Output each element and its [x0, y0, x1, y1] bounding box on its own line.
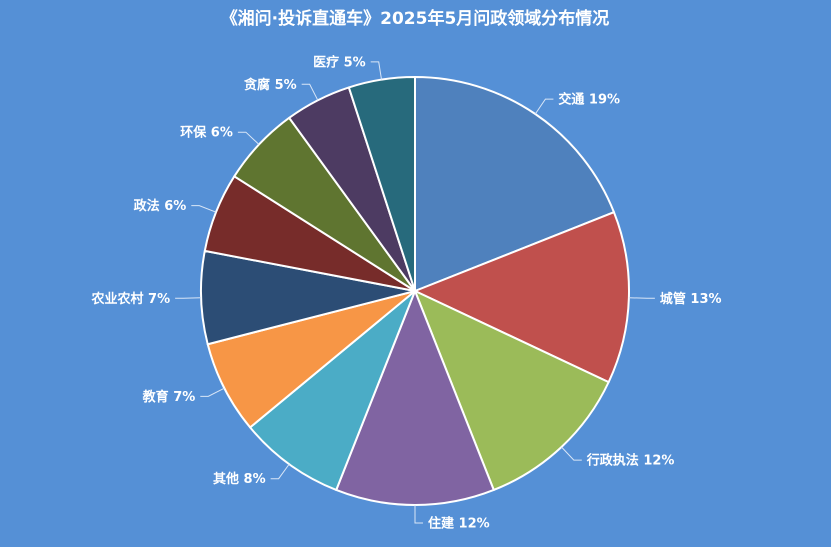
slice-label-8: 政法 6%	[134, 198, 187, 214]
leader-line-5	[270, 463, 290, 480]
slice-label-2: 城管 13%	[660, 291, 722, 307]
slice-label-1: 交通 19%	[558, 92, 620, 108]
leader-line-2	[628, 297, 655, 299]
leader-line-9	[237, 131, 260, 145]
slice-label-11: 医疗 5%	[313, 54, 366, 70]
slice-label-4: 住建 12%	[428, 516, 490, 532]
leader-line-7	[175, 297, 202, 299]
pie-slice-5	[249, 290, 416, 491]
pie-slice-4	[335, 290, 495, 506]
slice-label-3: 行政执法 12%	[586, 453, 675, 469]
leader-line-11	[370, 61, 383, 80]
leader-line-4	[414, 505, 423, 524]
pie-slice-11	[347, 76, 416, 292]
chart-title: 《湘问·投诉直通车》2025年5月问政领域分布情况	[221, 8, 610, 29]
slice-label-10: 贪腐 5%	[243, 77, 297, 93]
pie-slice-2	[414, 211, 630, 384]
leader-lines-layer	[175, 61, 655, 524]
slice-label-6: 教育 7%	[142, 389, 196, 405]
slice-label-7: 农业农村 7%	[91, 291, 171, 307]
slices-layer	[200, 76, 630, 506]
leader-line-3	[561, 446, 582, 461]
slice-label-9: 环保 6%	[180, 125, 233, 141]
labels-layer: 交通 19% 城管 13% 行政执法 12% 住建 12% 其他 8% 教育 7% 农业农村…	[91, 54, 722, 531]
leader-line-6	[200, 387, 225, 397]
slice-label-5: 其他 8%	[213, 471, 266, 487]
leader-line-8	[191, 205, 217, 213]
leader-line-10	[301, 83, 319, 101]
leader-line-1	[534, 98, 554, 115]
pie-slice-1	[414, 76, 615, 292]
